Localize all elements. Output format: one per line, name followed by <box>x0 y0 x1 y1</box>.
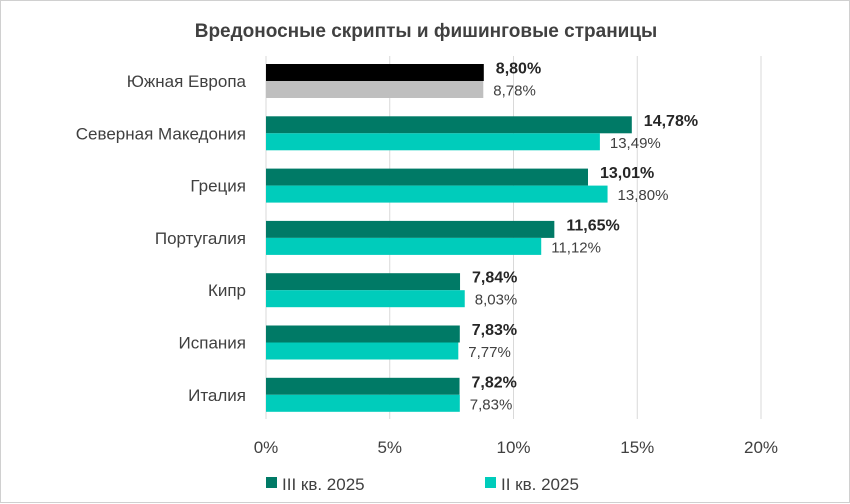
bar-q2 <box>266 185 608 203</box>
legend-label: III кв. 2025 <box>282 475 365 494</box>
x-tick-label: 10% <box>496 438 530 457</box>
data-label: 8,03% <box>475 292 518 309</box>
bar-q3 <box>266 325 460 343</box>
data-label: 7,83% <box>470 396 513 413</box>
category-label: Испания <box>179 334 246 353</box>
data-label: 7,82% <box>472 374 517 391</box>
x-tick-label: 15% <box>620 438 654 457</box>
legend-swatch <box>485 477 496 488</box>
bar-q3 <box>266 168 588 186</box>
bar-q2 <box>266 133 600 151</box>
data-label: 7,84% <box>472 270 517 287</box>
bar-q3 <box>266 377 460 395</box>
data-label: 13,49% <box>610 135 661 152</box>
category-label: Греция <box>190 177 246 196</box>
data-label: 8,78% <box>493 83 536 100</box>
bar-q2 <box>266 342 459 360</box>
data-label: 7,83% <box>472 322 517 339</box>
bar-q3 <box>266 273 461 291</box>
category-label: Италия <box>188 386 246 405</box>
bar-q3 <box>266 64 484 81</box>
data-label: 13,80% <box>618 187 669 204</box>
legend-label: II кв. 2025 <box>501 475 579 494</box>
category-label: Кипр <box>208 281 246 300</box>
data-label: 8,80% <box>496 61 541 78</box>
bar-q2 <box>266 81 484 98</box>
data-label: 11,12% <box>551 239 601 256</box>
x-tick-label: 5% <box>377 438 402 457</box>
bar-q2 <box>266 237 542 255</box>
x-tick-label: 20% <box>744 438 778 457</box>
data-label: 14,78% <box>644 113 698 130</box>
x-tick-label: 0% <box>254 438 279 457</box>
bar-q2 <box>266 290 465 308</box>
data-label: 7,77% <box>468 344 511 361</box>
bar-q3 <box>266 116 632 134</box>
bar-q3 <box>266 220 555 238</box>
data-label: 13,01% <box>600 165 654 182</box>
legend-swatch <box>266 477 277 488</box>
category-label: Португалия <box>155 229 246 248</box>
bar-q2 <box>266 394 460 412</box>
chart-title: Вредоносные скрипты и фишинговые страниц… <box>195 21 658 42</box>
category-label: Северная Македония <box>76 124 246 143</box>
data-label: 11,65% <box>566 217 619 234</box>
category-label: Южная Европа <box>127 72 247 91</box>
